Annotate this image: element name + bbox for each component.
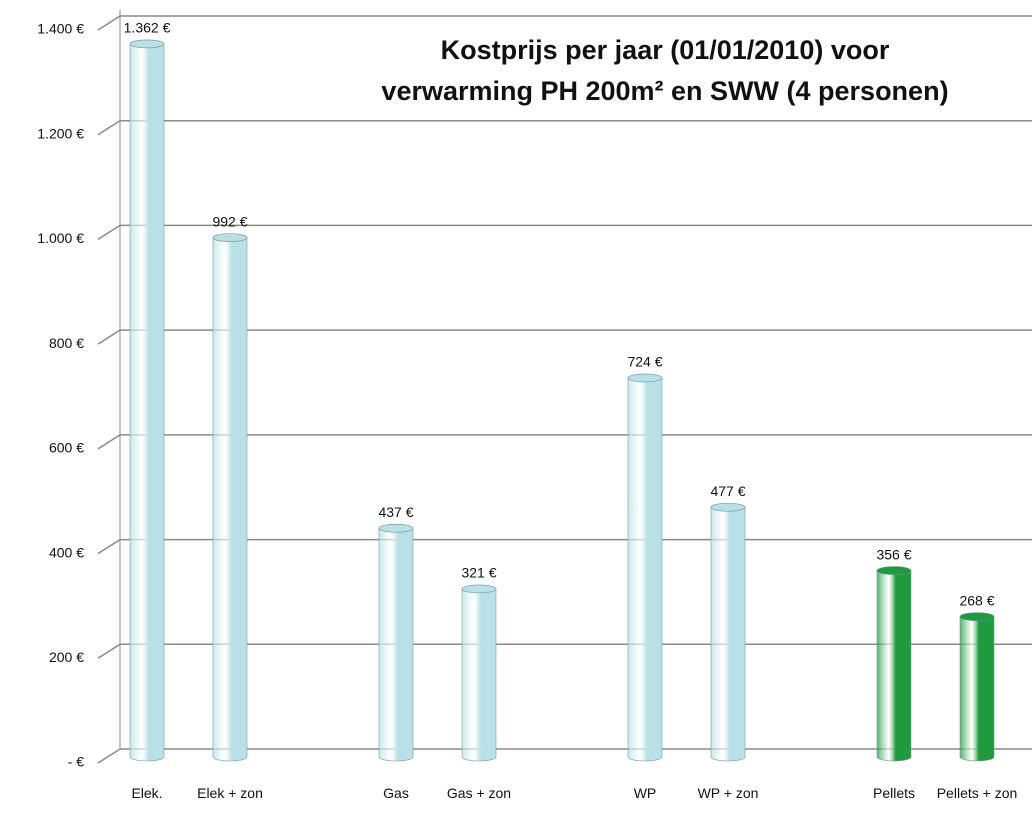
chart-svg: Kostprijs per jaar (01/01/2010) voor ver… bbox=[0, 0, 1032, 821]
value-label: 268 € bbox=[959, 592, 994, 608]
chart-title: Kostprijs per jaar (01/01/2010) voor bbox=[441, 35, 890, 65]
bar-top bbox=[711, 503, 745, 511]
y-tick-label: 400 € bbox=[49, 544, 84, 560]
bar-top bbox=[379, 524, 413, 532]
x-tick-label: Elek + zon bbox=[189, 785, 271, 801]
bar-body bbox=[462, 589, 496, 761]
bar-top bbox=[960, 613, 994, 621]
x-tick-label: Gas + zon bbox=[438, 785, 520, 801]
y-tick-label: 200 € bbox=[49, 649, 84, 665]
y-tick-label: 1.000 € bbox=[37, 230, 84, 246]
chart: Kostprijs per jaar (01/01/2010) voor ver… bbox=[0, 0, 1032, 821]
bar bbox=[960, 613, 994, 761]
bar-body bbox=[711, 507, 745, 761]
bar bbox=[213, 234, 247, 761]
x-tick-label: Elek. bbox=[106, 785, 188, 801]
bar bbox=[462, 585, 496, 761]
bar bbox=[379, 524, 413, 761]
bar bbox=[628, 374, 662, 761]
bar-body bbox=[213, 238, 247, 761]
chart-title: verwarming PH 200m² en SWW (4 personen) bbox=[381, 76, 948, 106]
bar-top bbox=[130, 40, 164, 48]
bar-top bbox=[213, 234, 247, 242]
x-tick-label: Pellets bbox=[853, 785, 935, 801]
bar-top bbox=[877, 567, 911, 575]
bar-body bbox=[628, 378, 662, 761]
value-label: 477 € bbox=[710, 483, 745, 499]
bar-body bbox=[877, 571, 911, 761]
grid-line bbox=[98, 16, 1032, 30]
bar bbox=[711, 503, 745, 761]
value-label: 321 € bbox=[461, 565, 496, 581]
x-tick-label: WP bbox=[604, 785, 686, 801]
x-tick-label: WP + zon bbox=[687, 785, 769, 801]
value-label: 437 € bbox=[378, 504, 413, 520]
y-tick-label: 1.400 € bbox=[37, 21, 84, 37]
bar-top bbox=[628, 374, 662, 382]
grid-line bbox=[98, 121, 1032, 135]
bar bbox=[130, 40, 164, 761]
value-label: 992 € bbox=[212, 213, 247, 229]
x-tick-label: Gas bbox=[355, 785, 437, 801]
bar-body bbox=[130, 44, 164, 761]
bar bbox=[877, 567, 911, 761]
value-label: 356 € bbox=[876, 546, 911, 562]
y-tick-label: 800 € bbox=[49, 335, 84, 351]
value-label: 1.362 € bbox=[124, 20, 171, 36]
bar-body bbox=[960, 617, 994, 761]
value-label: 724 € bbox=[627, 354, 662, 370]
bar-top bbox=[462, 585, 496, 593]
x-tick-label: Pellets + zon bbox=[936, 785, 1018, 801]
bar-body bbox=[379, 528, 413, 761]
y-tick-label: 1.200 € bbox=[37, 125, 84, 141]
y-tick-label: 600 € bbox=[49, 440, 84, 456]
y-tick-label: - € bbox=[68, 754, 85, 770]
